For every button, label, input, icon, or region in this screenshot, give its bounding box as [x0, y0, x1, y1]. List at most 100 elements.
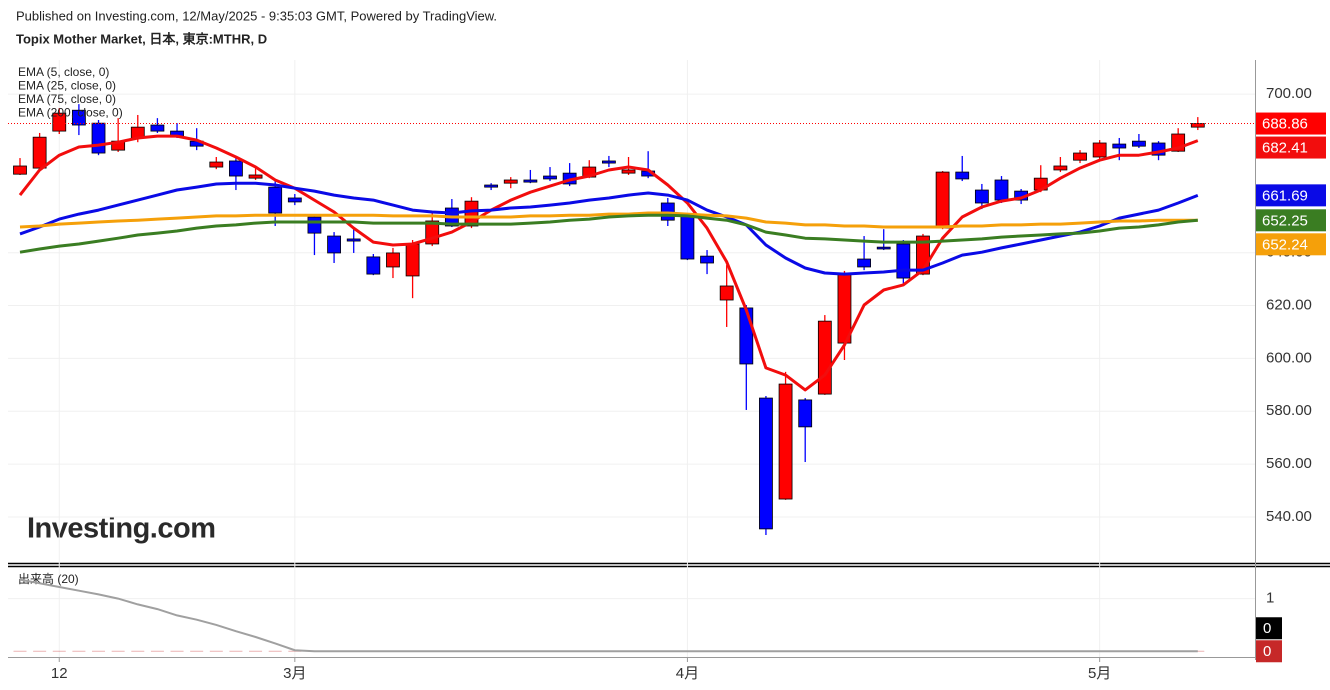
candle-body [150, 124, 165, 132]
candle-body [248, 174, 263, 179]
price-label: 0 [1263, 620, 1271, 637]
volume-bar [150, 650, 164, 652]
candle-body [366, 256, 381, 275]
legend-entry: EMA (25, close, 0) [18, 79, 116, 93]
x-tick-label: 5月 [1088, 665, 1111, 682]
volume-bar [92, 650, 106, 652]
candle-body [1112, 143, 1127, 149]
price-label-box [1256, 617, 1282, 640]
y-tick-label: 620.00 [1266, 297, 1312, 314]
price-label: 688.86 [1262, 116, 1308, 133]
candle-body [405, 243, 420, 277]
price-label-box [1256, 233, 1326, 256]
candle-body [307, 216, 322, 234]
candle-body [209, 161, 224, 168]
candle-body [13, 165, 27, 175]
candle-body [91, 122, 106, 154]
candle-body [974, 189, 989, 204]
volume-bar [52, 650, 66, 652]
indicator-lines [8, 123, 1255, 653]
candle-body [759, 397, 773, 530]
ema-line [19, 213, 1198, 254]
grid [8, 60, 1255, 662]
ema-line [18, 134, 1199, 392]
candle-body [876, 246, 891, 250]
ema-line [19, 181, 1199, 276]
candle-body [484, 184, 499, 188]
labels: 540.00560.00580.00600.00620.00640.00700.… [18, 65, 1326, 682]
candle-body [543, 175, 557, 180]
ema-line [19, 211, 1198, 229]
candle-body [52, 112, 67, 132]
chart-subtitle: Published on Investing.com, 12/May/2025 … [16, 8, 497, 23]
candle-body [327, 235, 341, 254]
price-label: 652.25 [1262, 212, 1308, 229]
y-tick-label: 580.00 [1266, 402, 1312, 419]
candle-body [719, 285, 734, 301]
y-tick-label: 560.00 [1266, 455, 1312, 472]
volume-bar [33, 650, 47, 652]
legend-entry: EMA (75, close, 0) [18, 92, 116, 106]
volume-bar [170, 650, 184, 652]
candle-body [602, 160, 616, 164]
x-tick-label: 3月 [283, 665, 306, 682]
candle-body [817, 320, 832, 395]
volume-bar [268, 650, 282, 652]
candle-body [798, 399, 813, 428]
candle-body [268, 186, 283, 214]
volume-bar [249, 650, 263, 652]
volume-bar [131, 650, 145, 652]
candle-body [700, 255, 714, 264]
legend-entry: EMA (200, close, 0) [18, 106, 123, 120]
price-label-box [1256, 112, 1326, 135]
x-tick-label: 12 [51, 665, 68, 682]
candle-body [71, 109, 86, 126]
x-tick-label: 4月 [676, 665, 699, 682]
legend-entry: EMA (5, close, 0) [18, 65, 109, 79]
candle-body [229, 160, 243, 177]
candle-body [955, 171, 970, 180]
price-label: 682.41 [1262, 140, 1308, 157]
candle-body [1073, 152, 1087, 161]
candle-body [346, 238, 361, 242]
volume-bar [13, 650, 27, 652]
volume-bar [209, 650, 223, 652]
y-tick-label: 1 [1266, 590, 1274, 607]
candle-body [523, 179, 538, 183]
volume-bar [229, 650, 243, 652]
volume-bar [288, 650, 302, 652]
candle-body [680, 214, 695, 260]
chart-title: Topix Mother Market, 日本, 東京:MTHR, D [16, 31, 267, 46]
price-label-box [1256, 136, 1326, 159]
candle-body [994, 179, 1009, 201]
price-label-box [1256, 184, 1326, 207]
volume-bar [72, 650, 86, 652]
watermark: Investing.com [27, 513, 216, 545]
price-label: 652.24 [1262, 236, 1308, 253]
candle-body [287, 197, 302, 203]
candle-body [857, 258, 871, 268]
y-tick-label: 540.00 [1266, 508, 1312, 525]
volume-bar [190, 650, 204, 652]
candle-body [935, 171, 950, 229]
candle-body [621, 169, 636, 174]
price-label-box [1256, 209, 1326, 232]
y-tick-label: 600.00 [1266, 349, 1312, 366]
volume-bar [111, 650, 125, 652]
candle-body [896, 243, 911, 279]
candle-body [778, 383, 793, 500]
price-label-box [1256, 640, 1282, 663]
price-label: 661.69 [1262, 187, 1308, 204]
candle-body [739, 307, 754, 365]
candle-body [1092, 142, 1107, 158]
candle-body [503, 179, 518, 184]
candle-body [1190, 123, 1205, 128]
volume-ma-line [19, 578, 1198, 653]
y-tick-label: 700.00 [1266, 85, 1312, 102]
candle-body [1132, 140, 1146, 147]
candle-body [386, 252, 400, 268]
candle-body [1053, 165, 1068, 171]
candle-body [32, 136, 47, 169]
price-label: 0 [1263, 643, 1271, 660]
